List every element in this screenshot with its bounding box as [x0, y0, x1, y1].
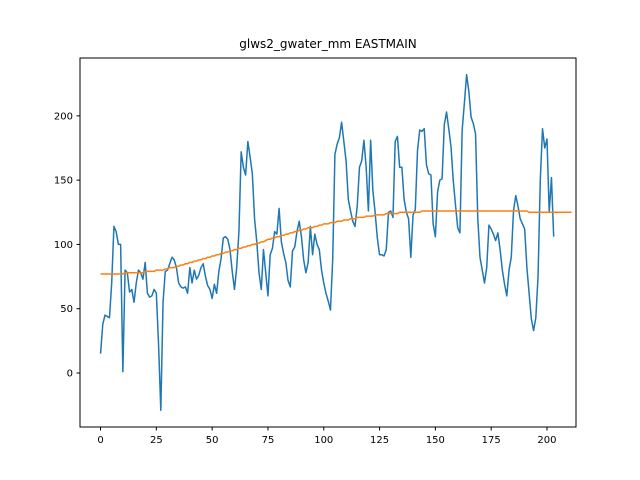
x-tick-label: 175 [482, 435, 501, 446]
x-tick-label: 25 [150, 435, 163, 446]
axes-layer: 0 25 50 75 100 125 150 175 200 0 50 100 150 200 [54, 111, 557, 446]
series-layer [99, 73, 572, 412]
series-line-2 [100, 210, 572, 275]
x-tick-label: 150 [426, 435, 445, 446]
x-tick-label: 50 [206, 435, 219, 446]
x-tick-label: 100 [314, 435, 333, 446]
chart-title: glws2_gwater_mm EASTMAIN [239, 37, 416, 51]
y-tick-label: 50 [60, 304, 73, 315]
x-tick-label: 125 [370, 435, 389, 446]
x-tick-label: 75 [262, 435, 275, 446]
plot-frame [79, 57, 577, 428]
x-tick-label: 0 [97, 435, 103, 446]
y-tick-label: 100 [54, 240, 73, 251]
y-tick-label: 0 [67, 369, 73, 380]
y-tick-label: 150 [54, 176, 73, 187]
x-tick-label: 200 [537, 435, 556, 446]
y-tick-label: 200 [54, 111, 73, 122]
